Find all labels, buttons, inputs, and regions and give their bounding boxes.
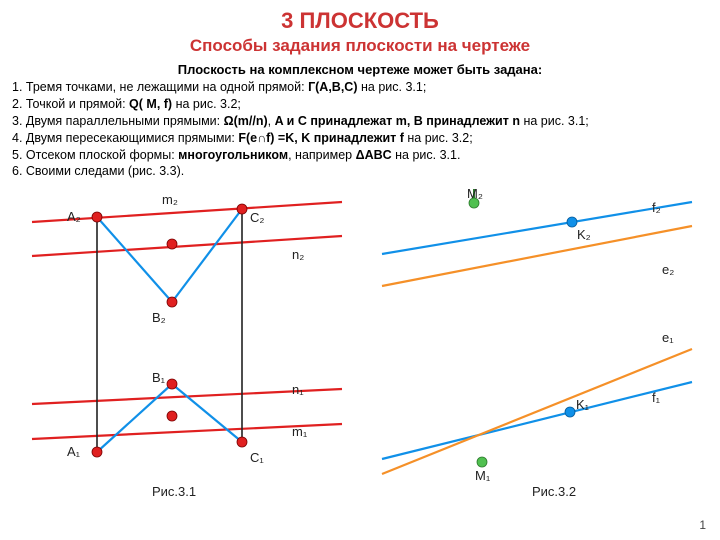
svg-text:C₂: C₂ [250,210,264,225]
page-title: 3 ПЛОСКОСТЬ [12,8,708,34]
list-item: 2. Точкой и прямой: Q( M, f) на рис. 3.2… [12,96,708,113]
svg-text:f₁: f₁ [652,390,661,405]
svg-text:K₁: K₁ [576,397,590,412]
svg-text:M₁: M₁ [475,468,491,483]
list-item: 6. Своими следами (рис. 3.3). [12,163,708,180]
list-item: 3. Двумя параллельными прямыми: Ω(m//n),… [12,113,708,130]
svg-text:m₂: m₂ [162,192,178,207]
list-item: 5. Отсеком плоской формы: многоугольнико… [12,147,708,164]
diagram-svg: A₂ C₂ B₂ B₁ A₁ C₁ m₂ n₂ n₁ m₁ Рис.3.1 K₂ K₁ M₂ M₁ f₂ e₂ e… [12,184,708,514]
diagrams-container: A₂ C₂ B₂ B₁ A₁ C₁ m₂ n₂ n₁ m₁ Рис.3.1 K₂ K₁ M₂ M₁ f₂ e₂ e… [12,184,708,514]
svg-text:A₁: A₁ [67,444,81,459]
page-number: 1 [699,518,706,532]
svg-text:M₂: M₂ [467,186,483,201]
list-item: 1. Тремя точками, не лежащими на одной п… [12,79,708,96]
svg-text:Рис.3.2: Рис.3.2 [532,484,576,499]
svg-text:m₁: m₁ [292,424,308,439]
svg-text:n₁: n₁ [292,382,304,397]
svg-text:n₂: n₂ [292,247,304,262]
page-subtitle: Способы задания плоскости на чертеже [12,36,708,56]
svg-text:A₂: A₂ [67,209,81,224]
svg-text:B₂: B₂ [152,310,166,325]
svg-text:K₂: K₂ [577,227,591,242]
svg-text:Рис.3.1: Рис.3.1 [152,484,196,499]
svg-text:e₂: e₂ [662,262,674,277]
svg-text:e₁: e₁ [662,330,674,345]
svg-text:f₂: f₂ [652,200,661,215]
svg-text:C₁: C₁ [250,450,264,465]
svg-text:B₁: B₁ [152,370,166,385]
list-item: 4. Двумя пересекающимися прямыми: F(e∩f)… [12,130,708,147]
intro-text: Плоскость на комплексном чертеже может б… [12,62,708,77]
definition-list: 1. Тремя точками, не лежащими на одной п… [12,79,708,180]
